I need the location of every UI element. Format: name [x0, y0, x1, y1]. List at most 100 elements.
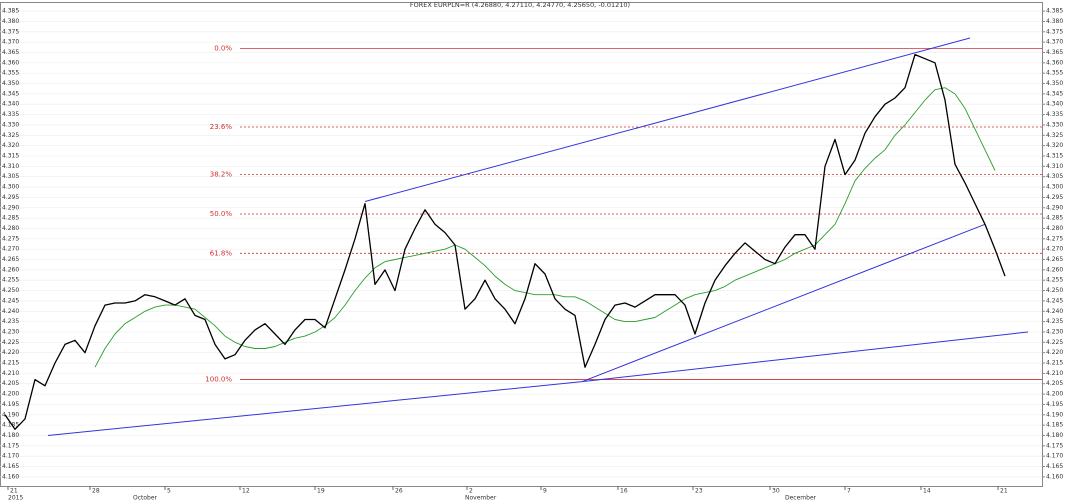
y-tick-label: 4.280 [2, 225, 19, 232]
y-tick-label: 4.160 [2, 473, 19, 480]
y-tick-label-right: 4.210 [1046, 370, 1063, 377]
y-tick-label-right: 4.265 [1046, 256, 1063, 263]
fib-label: 61.8% [210, 249, 233, 257]
y-tick-label: 4.365 [2, 49, 19, 56]
y-tick-label: 4.175 [2, 442, 19, 449]
y-tick-label-right: 4.335 [1046, 111, 1063, 118]
y-tick-label-right: 4.260 [1046, 266, 1063, 273]
y-tick-label-right: 4.385 [1046, 8, 1063, 15]
y-tick-label: 4.200 [2, 391, 19, 398]
y-tick-label: 4.320 [2, 142, 19, 149]
y-tick-label: 4.240 [2, 308, 19, 315]
fib-label: 50.0% [210, 210, 233, 218]
y-tick-label-right: 4.245 [1046, 297, 1063, 304]
y-tick-label-right: 4.275 [1046, 235, 1063, 242]
y-tick-label-right: 4.295 [1046, 194, 1063, 201]
y-tick-label: 4.300 [2, 184, 19, 191]
y-tick-label: 4.275 [2, 235, 19, 242]
y-tick-label: 4.210 [2, 370, 19, 377]
fib-label: 23.6% [210, 123, 233, 131]
y-tick-label-right: 4.375 [1046, 28, 1063, 35]
y-tick-label-right: 4.320 [1046, 142, 1063, 149]
y-tick-label-right: 4.205 [1046, 380, 1063, 387]
y-tick-label: 4.185 [2, 422, 19, 429]
y-tick-label: 4.230 [2, 328, 19, 335]
y-tick-label: 4.350 [2, 80, 19, 87]
trendline [581, 223, 986, 383]
y-tick-label-right: 4.315 [1046, 152, 1063, 159]
y-tick-label-right: 4.300 [1046, 184, 1063, 191]
y-tick-label-right: 4.190 [1046, 411, 1063, 418]
x-tick-label: 21 [1000, 488, 1008, 495]
y-tick-label: 4.220 [2, 349, 19, 356]
y-tick-label: 4.295 [2, 194, 19, 201]
y-tick-label: 4.345 [2, 90, 19, 97]
y-tick-label-right: 4.180 [1046, 432, 1063, 439]
x-tick-label: 12 [242, 488, 250, 495]
y-tick-label-right: 4.355 [1046, 70, 1063, 77]
y-tick-label: 4.285 [2, 215, 19, 222]
y-tick-label: 4.265 [2, 256, 19, 263]
y-tick-label-right: 4.310 [1046, 163, 1063, 170]
month-label: 2015 [8, 495, 23, 502]
y-tick-label: 4.180 [2, 432, 19, 439]
y-tick-label-right: 4.255 [1046, 277, 1063, 284]
chart-title: FOREX EURPLN=R (4.26880, 4.27110, 4.2477… [410, 1, 630, 9]
y-tick-label: 4.255 [2, 277, 19, 284]
y-tick-label-right: 4.195 [1046, 401, 1063, 408]
x-tick-label: 26 [395, 488, 403, 495]
y-tick-label-right: 4.250 [1046, 287, 1063, 294]
x-tick-label: 14 [923, 488, 931, 495]
y-tick-label: 4.215 [2, 360, 19, 367]
y-tick-label: 4.370 [2, 39, 19, 46]
x-tick-label: 23 [695, 488, 703, 495]
y-tick-label-right: 4.365 [1046, 49, 1063, 56]
price-line [94, 87, 996, 368]
y-tick-label-right: 4.235 [1046, 318, 1063, 325]
fib-label: 100.0% [205, 376, 232, 384]
plot-frame [0, 2, 1043, 487]
trendline [47, 381, 583, 436]
month-label: November [465, 495, 497, 502]
y-tick-label: 4.330 [2, 121, 19, 128]
y-tick-label: 4.170 [2, 453, 19, 460]
month-label: December [785, 495, 817, 502]
y-tick-label: 4.385 [2, 8, 19, 15]
y-tick-label: 4.315 [2, 152, 19, 159]
y-tick-label-right: 4.165 [1046, 463, 1063, 470]
y-tick-label-right: 4.305 [1046, 173, 1063, 180]
y-tick-label: 4.190 [2, 411, 19, 418]
y-tick-label-right: 4.350 [1046, 80, 1063, 87]
y-tick-label: 4.245 [2, 297, 19, 304]
y-tick-label: 4.225 [2, 339, 19, 346]
y-tick-label: 4.335 [2, 111, 19, 118]
y-tick-label-right: 4.270 [1046, 246, 1063, 253]
y-tick-label-right: 4.345 [1046, 90, 1063, 97]
y-tick-label-right: 4.175 [1046, 442, 1063, 449]
y-tick-label: 4.360 [2, 59, 19, 66]
trendline [581, 331, 1029, 383]
y-tick-label: 4.235 [2, 318, 19, 325]
y-tick-label: 4.195 [2, 401, 19, 408]
x-tick-label: 21 [10, 488, 18, 495]
x-tick-label: 2 [469, 488, 473, 495]
y-tick-label-right: 4.185 [1046, 422, 1063, 429]
y-tick-label: 4.380 [2, 18, 19, 25]
y-tick-label-right: 4.380 [1046, 18, 1063, 25]
y-tick-label-right: 4.360 [1046, 59, 1063, 66]
y-tick-label: 4.325 [2, 132, 19, 139]
y-tick-label: 4.375 [2, 28, 19, 35]
price-line [4, 53, 1006, 430]
y-tick-label: 4.305 [2, 173, 19, 180]
x-tick-label: 7 [847, 488, 851, 495]
y-tick-label: 4.310 [2, 163, 19, 170]
month-label: October [133, 495, 158, 502]
y-tick-label: 4.270 [2, 246, 19, 253]
trendline [364, 37, 971, 203]
y-tick-label-right: 4.225 [1046, 339, 1063, 346]
y-tick-label-right: 4.200 [1046, 391, 1063, 398]
y-tick-label: 4.260 [2, 266, 19, 273]
fib-label: 38.2% [210, 171, 233, 179]
